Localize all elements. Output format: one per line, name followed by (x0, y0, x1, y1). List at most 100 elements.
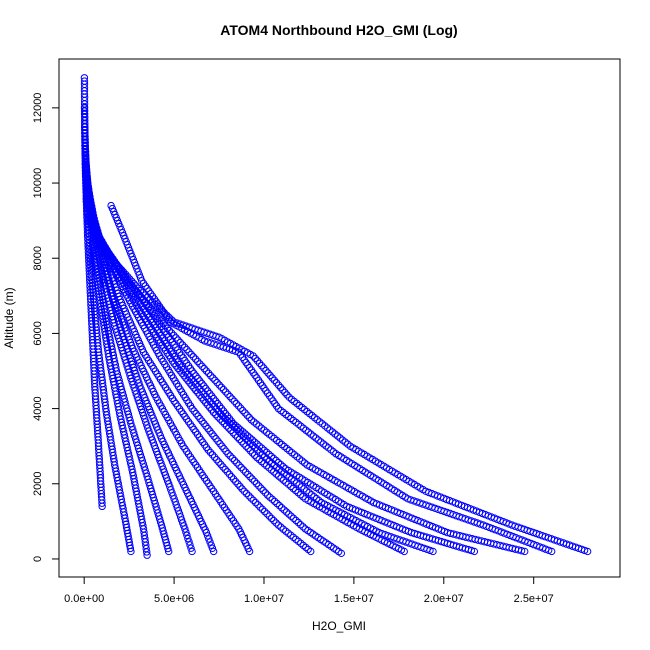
data-point (292, 535, 300, 543)
data-point (249, 352, 257, 360)
data-point (210, 432, 218, 440)
data-point (278, 504, 286, 512)
data-point (115, 263, 124, 272)
data-point (179, 366, 188, 374)
data-point (178, 341, 187, 349)
data-point (266, 493, 274, 501)
data-point (299, 493, 307, 501)
data-point (151, 300, 159, 308)
data-point (208, 451, 217, 459)
data-point (265, 512, 273, 520)
data-point (299, 541, 307, 550)
data-point (122, 270, 130, 279)
data-point (235, 461, 243, 469)
data-point (204, 369, 213, 377)
data-point (153, 302, 162, 310)
data-point (191, 355, 200, 363)
data-point (161, 322, 169, 330)
data-point (293, 399, 301, 408)
data-point (287, 414, 295, 423)
data-point (93, 237, 101, 245)
y-tick-label: 12000 (32, 93, 44, 124)
data-point (262, 448, 271, 456)
data-point (304, 545, 312, 554)
data-point (281, 388, 289, 397)
data-point (113, 261, 122, 269)
data-point (176, 338, 185, 347)
x-axis: 0.0e+00 5.0e+06 1.0e+07 1.5e+07 2.0e+07 2.5e+… (64, 576, 554, 605)
data-point (298, 483, 306, 491)
data-point (255, 359, 264, 367)
data-point (109, 256, 117, 265)
data-point (98, 499, 106, 507)
data-point (239, 428, 247, 436)
data-point (215, 381, 224, 389)
data-point (89, 232, 97, 240)
data-point (279, 386, 287, 394)
data-point (238, 485, 246, 493)
data-point (323, 424, 332, 432)
data-point (126, 544, 135, 553)
data-point (264, 369, 272, 377)
data-point (163, 311, 171, 320)
data-point (312, 494, 321, 503)
data-point (212, 435, 220, 443)
data-point (284, 480, 292, 488)
data-point (248, 475, 256, 483)
data-point (187, 350, 195, 359)
y-tick-label: 2000 (32, 472, 44, 496)
data-point (160, 309, 169, 317)
data-point (250, 451, 259, 459)
data-point (228, 421, 236, 429)
data-point (270, 434, 278, 442)
data-point (136, 402, 145, 411)
data-point (341, 438, 349, 446)
data-point (230, 456, 239, 465)
data-point (283, 444, 291, 453)
data-point (213, 456, 221, 464)
data-point (127, 280, 135, 289)
data-point (298, 457, 306, 465)
data-point (233, 425, 241, 434)
data-point (287, 531, 295, 539)
data-point (148, 298, 157, 306)
data-point (230, 397, 239, 405)
data-point (213, 378, 221, 387)
data-point (124, 273, 132, 281)
data-point (207, 372, 215, 380)
data-point (237, 463, 245, 472)
data-point (156, 304, 164, 313)
data-point (282, 508, 291, 516)
data-point (221, 414, 229, 423)
data-point (210, 453, 219, 461)
data-point (268, 374, 276, 382)
data-point (299, 424, 308, 432)
data-point (131, 285, 139, 294)
data-point (302, 543, 310, 552)
data-point (263, 510, 271, 518)
data-point (196, 414, 204, 423)
data-point (245, 547, 254, 556)
x-tick-label: 2.0e+07 (424, 593, 464, 605)
data-point (257, 484, 265, 492)
data-point (298, 403, 306, 412)
data-point (290, 451, 299, 459)
data-point (181, 343, 189, 351)
data-point (225, 419, 234, 427)
data-point (277, 460, 285, 469)
data-point (254, 501, 262, 509)
data-point (244, 470, 252, 479)
data-point (467, 546, 476, 555)
data-point (253, 440, 261, 448)
data-point (289, 514, 298, 522)
data-point (218, 442, 226, 450)
data-points (80, 74, 592, 559)
data-point (172, 334, 180, 342)
data-point (202, 528, 211, 537)
data-point (183, 531, 191, 539)
data-point (272, 519, 280, 527)
data-point (266, 371, 274, 380)
data-point (300, 485, 308, 493)
data-point (258, 505, 267, 513)
